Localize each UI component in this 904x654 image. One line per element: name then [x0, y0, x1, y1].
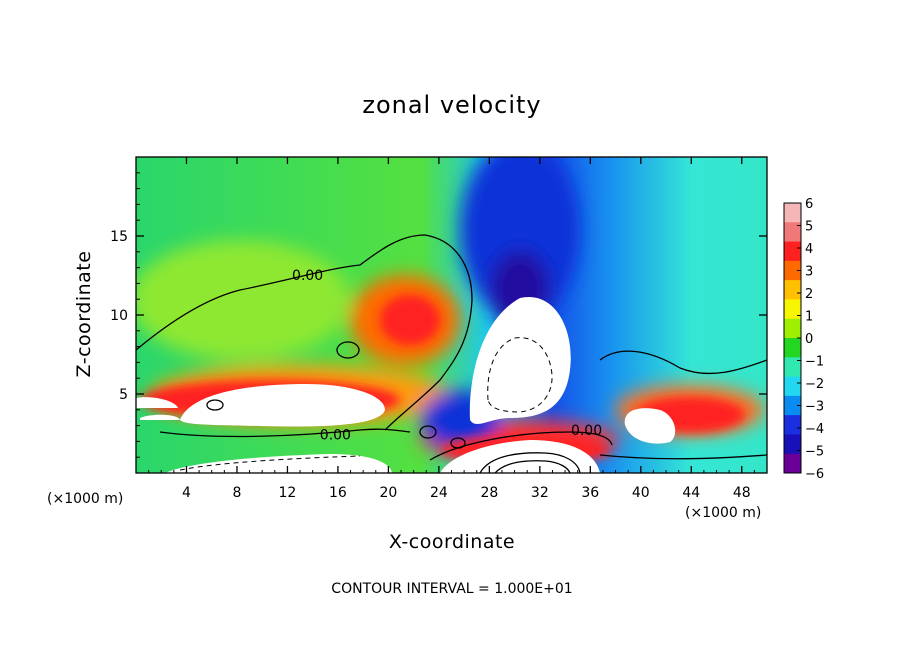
colorbar-tick-label: −6: [805, 467, 824, 482]
colorbar-segment: [784, 241, 801, 262]
x-tick-label: 20: [379, 485, 397, 501]
colorbar-segment: [784, 376, 801, 397]
colorbar-tick-label: −3: [805, 400, 824, 415]
colorbar-tick-label: −2: [805, 377, 824, 392]
colorbar-segment: [784, 318, 801, 339]
colorbar-tick-label: 6: [805, 197, 813, 212]
colorbar-segment: [784, 415, 801, 435]
y-tick-label: 15: [110, 229, 128, 245]
contour-label: 0.00: [320, 428, 351, 444]
x-tick-label: 40: [632, 485, 650, 501]
x-axis: 4 8 12 16 20 24 28 32 36 40 44 48: [148, 157, 755, 501]
colorbar-segment: [784, 453, 801, 474]
y-axis: 5 10 15: [110, 172, 767, 458]
colorbar-tick-label: 3: [805, 265, 813, 280]
colorbar-segment: [784, 395, 801, 416]
x-tick-label: 32: [531, 485, 549, 501]
x-tick-label: 28: [480, 485, 498, 501]
colorbar-segment: [784, 434, 801, 455]
x-tick-label: 4: [182, 485, 191, 501]
colorbar-tick-label: −1: [805, 355, 824, 370]
contour-labels: 0.00 0.00 0.00: [292, 268, 602, 444]
colorbar-segment: [784, 203, 801, 223]
colorbar-tick-label: −5: [805, 445, 824, 460]
colorbar: 6 5 4 3 2 1 0 −1 −2 −3 −4 −5 −6: [783, 197, 824, 482]
x-tick-label: 36: [581, 485, 599, 501]
colorbar-segment: [784, 222, 801, 243]
colorbar-segment: [784, 260, 801, 281]
contour-label: 0.00: [292, 268, 323, 284]
x-tick-label: 48: [733, 485, 751, 501]
chart-title: zonal velocity: [362, 91, 541, 119]
colorbar-tick-label: 4: [805, 242, 813, 257]
colorbar-tick-label: 5: [805, 220, 813, 235]
colorbar-segment: [784, 338, 801, 358]
x-tick-label: 8: [232, 485, 241, 501]
colorbar-segment: [784, 357, 801, 378]
x-tick-label: 12: [279, 485, 297, 501]
x-unit-left: (×1000 m): [47, 491, 123, 507]
velocity-field: [136, 157, 767, 473]
y-axis-label: Z-coordinate: [73, 251, 95, 378]
colorbar-segment: [784, 299, 801, 320]
contour-interval-note: CONTOUR INTERVAL = 1.000E+01: [331, 581, 572, 597]
contour-label: 0.00: [571, 423, 602, 439]
y-tick-label: 5: [119, 387, 128, 403]
colorbar-segment: [784, 280, 801, 300]
y-tick-label: 10: [110, 308, 128, 324]
colorbar-tick-label: 0: [805, 332, 813, 347]
x-tick-label: 24: [430, 485, 448, 501]
colorbar-tick-label: 2: [805, 287, 813, 302]
x-tick-label: 16: [329, 485, 347, 501]
colorbar-tick-label: 1: [805, 310, 813, 325]
x-axis-label: X-coordinate: [389, 531, 515, 553]
x-tick-label: 44: [682, 485, 700, 501]
colorbar-tick-label: −4: [805, 422, 824, 437]
x-unit-right: (×1000 m): [685, 505, 761, 521]
